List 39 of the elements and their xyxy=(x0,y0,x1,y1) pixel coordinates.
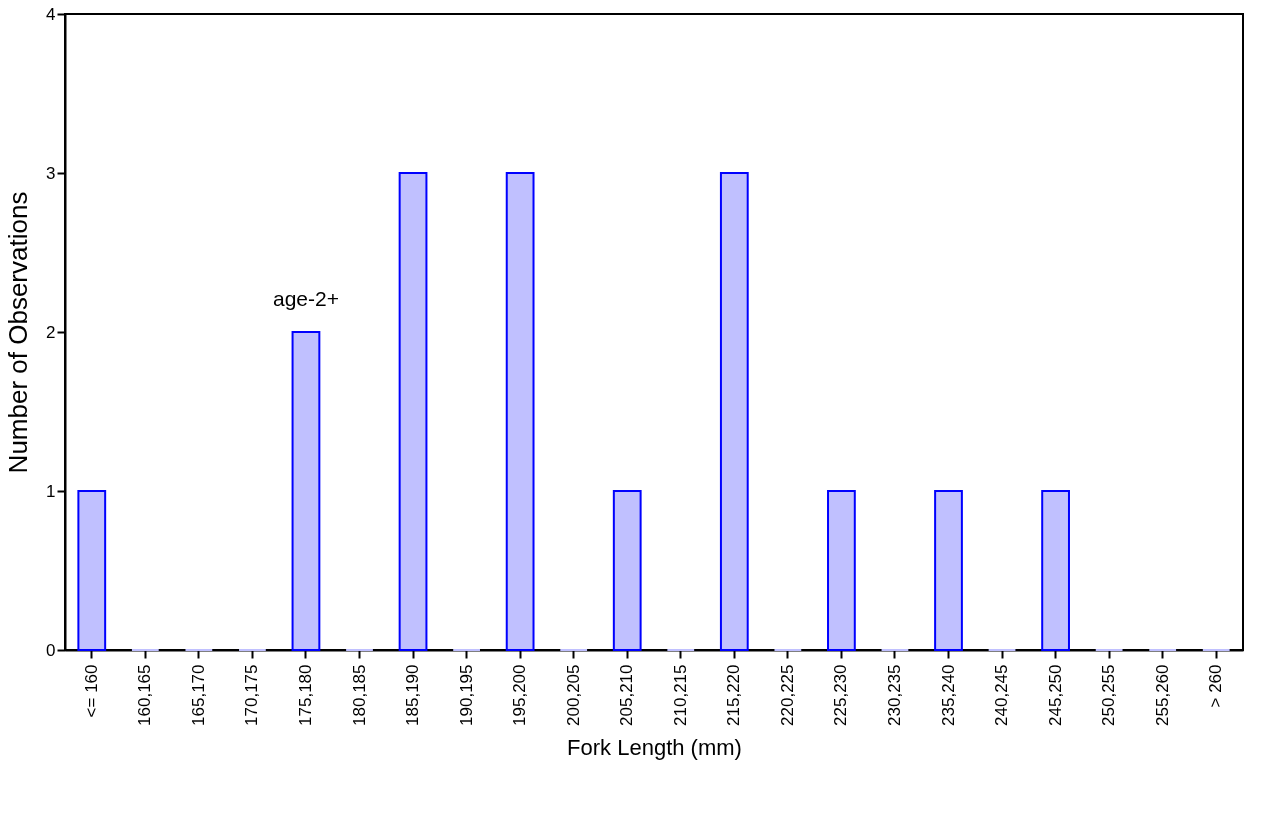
x-tick-label: 240,245 xyxy=(992,664,1012,726)
x-tick-label: 245,250 xyxy=(1045,664,1065,726)
bar xyxy=(291,331,321,651)
x-tick-label: 210,215 xyxy=(670,664,690,726)
x-tick-label: 225,230 xyxy=(831,664,851,726)
x-tick-label: 190,195 xyxy=(456,664,476,726)
x-tick-label: 195,200 xyxy=(510,664,530,726)
x-tick-label: 170,175 xyxy=(242,664,262,726)
y-tick-label: 4 xyxy=(46,4,56,24)
x-tick-label: 215,220 xyxy=(724,664,744,726)
bar xyxy=(1041,490,1070,651)
x-tick-label: 250,255 xyxy=(1099,664,1119,726)
bar xyxy=(398,172,428,651)
x-tick-label: 180,185 xyxy=(349,664,369,726)
x-tick-label: 160,165 xyxy=(135,664,155,726)
x-tick-label: 200,205 xyxy=(563,664,583,726)
x-tick-label: 205,210 xyxy=(617,664,637,726)
x-tick-label: 165,170 xyxy=(188,664,208,726)
bar xyxy=(612,490,642,651)
x-tick-label: 235,240 xyxy=(938,664,958,726)
x-tick-label: <= 160 xyxy=(81,664,101,718)
x-tick-label: > 260 xyxy=(1206,664,1226,708)
bar xyxy=(719,172,749,651)
bar xyxy=(827,490,856,651)
y-tick-label: 3 xyxy=(46,163,56,183)
y-tick-label: 1 xyxy=(46,481,56,501)
y-tick-label: 0 xyxy=(46,640,56,660)
bar xyxy=(505,172,535,651)
bar xyxy=(77,490,107,651)
x-axis-title: Fork Length (mm) xyxy=(567,734,742,760)
y-tick-label: 2 xyxy=(46,322,56,342)
x-tick-label: 220,225 xyxy=(777,664,797,726)
y-axis-title: Number of Observations xyxy=(3,191,34,474)
x-tick-label: 255,260 xyxy=(1152,664,1172,726)
x-tick-label: 175,180 xyxy=(295,664,315,726)
x-tick-label: 185,190 xyxy=(403,664,423,726)
bar xyxy=(934,490,963,651)
annotation: age-2+ xyxy=(272,287,339,310)
x-tick-label: 230,235 xyxy=(884,664,904,726)
